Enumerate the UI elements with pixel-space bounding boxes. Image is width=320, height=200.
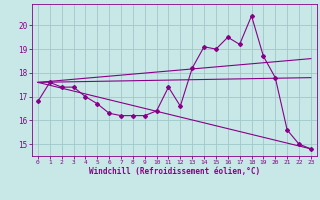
- X-axis label: Windchill (Refroidissement éolien,°C): Windchill (Refroidissement éolien,°C): [89, 167, 260, 176]
